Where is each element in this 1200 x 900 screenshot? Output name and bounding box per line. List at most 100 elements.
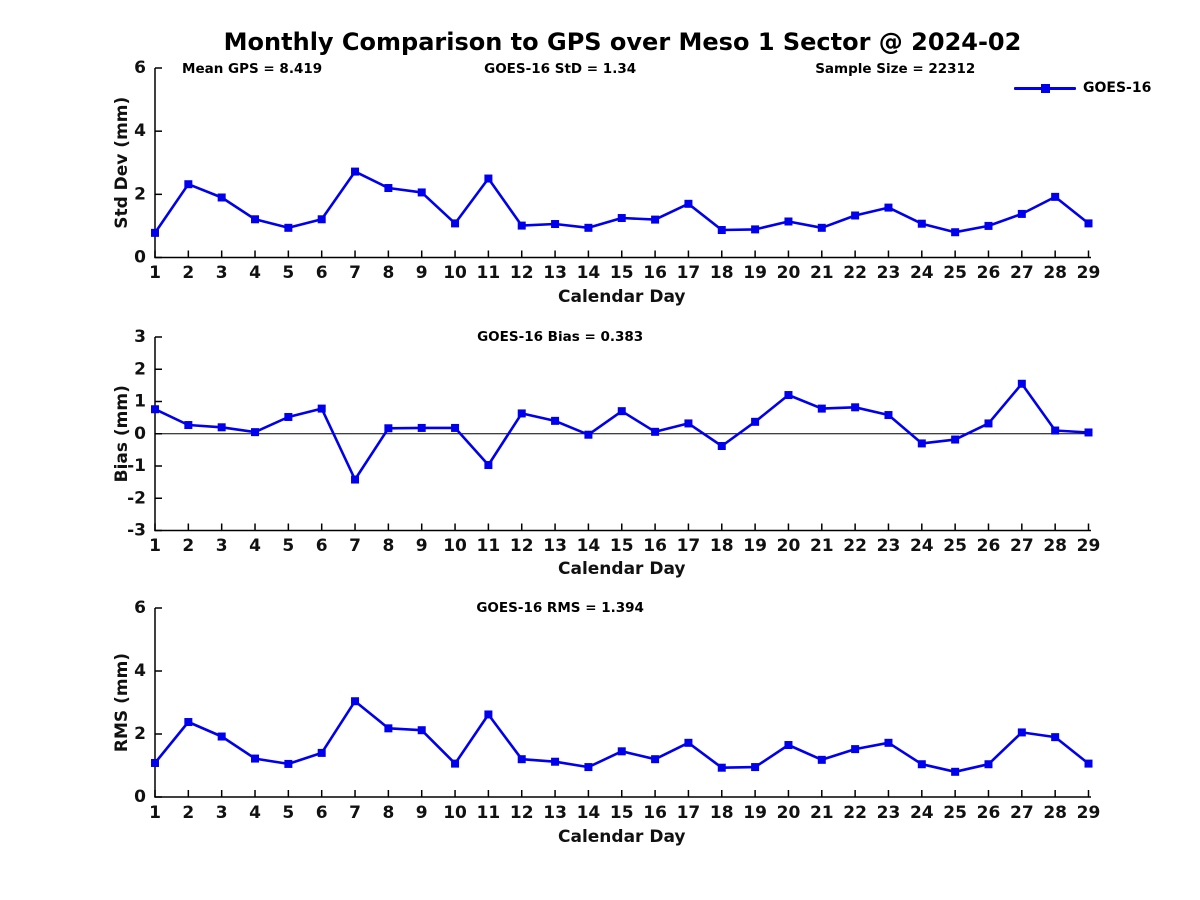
data-point-marker	[251, 215, 260, 224]
data-point-marker	[451, 759, 460, 768]
y-tick-label: -3	[127, 521, 146, 541]
x-tick-label: 28	[1043, 263, 1067, 283]
data-point-marker	[817, 404, 826, 413]
data-point-marker	[251, 428, 260, 437]
x-tick-label: 13	[543, 803, 567, 823]
data-point-marker	[884, 411, 893, 420]
x-tick-label: 4	[249, 536, 261, 556]
x-tick-label: 2	[182, 263, 194, 283]
data-point-marker	[417, 726, 426, 735]
x-tick-label: 1	[149, 263, 161, 283]
data-point-marker	[1051, 426, 1060, 435]
data-point-marker	[884, 203, 893, 212]
x-tick-label: 6	[316, 536, 328, 556]
data-point-marker	[317, 215, 326, 224]
x-tick-label: 7	[349, 803, 361, 823]
x-tick-label: 22	[843, 803, 867, 823]
data-point-marker	[651, 427, 660, 436]
x-tick-label: 23	[877, 536, 901, 556]
data-point-marker	[384, 424, 393, 433]
x-tick-label: 11	[477, 536, 501, 556]
data-point-marker	[384, 724, 393, 733]
data-point-marker	[917, 439, 926, 448]
x-tick-label: 24	[910, 536, 934, 556]
x-tick-label: 11	[477, 263, 501, 283]
data-point-marker	[284, 223, 293, 232]
data-point-marker	[951, 767, 960, 776]
x-tick-label: 1	[149, 803, 161, 823]
x-tick-label: 4	[249, 263, 261, 283]
data-point-marker	[684, 199, 693, 208]
x-tick-label: 24	[910, 803, 934, 823]
data-point-marker	[151, 228, 159, 237]
x-tick-label: 1	[149, 536, 161, 556]
x-tick-label: 12	[510, 263, 534, 283]
data-point-marker	[584, 223, 593, 232]
figure-title: Monthly Comparison to GPS over Meso 1 Se…	[223, 28, 1022, 56]
data-point-marker	[984, 419, 993, 428]
data-point-marker	[151, 405, 159, 414]
data-point-marker	[1084, 759, 1093, 768]
x-tick-label: 8	[382, 803, 394, 823]
x-tick-label: 14	[577, 803, 601, 823]
x-tick-label: 8	[382, 263, 394, 283]
data-point-marker	[1084, 428, 1093, 437]
data-point-marker	[984, 221, 993, 230]
data-point-marker	[851, 745, 860, 754]
data-point-marker	[584, 430, 593, 439]
x-tick-label: 10	[443, 263, 467, 283]
data-point-marker	[551, 757, 560, 766]
goes-16-line	[153, 699, 1090, 774]
x-tick-label: 16	[643, 263, 667, 283]
data-point-marker	[851, 403, 860, 412]
x-tick-label: 19	[743, 803, 767, 823]
x-tick-label: 25	[943, 803, 967, 823]
y-tick-label: 1	[134, 392, 146, 412]
data-point-marker	[717, 226, 726, 235]
data-point-marker	[384, 184, 393, 193]
data-point-marker	[517, 755, 526, 764]
x-tick-label: 21	[810, 536, 834, 556]
data-point-marker	[351, 697, 360, 706]
x-tick-label: 12	[510, 536, 534, 556]
data-point-marker	[184, 180, 193, 189]
data-point-marker	[1017, 209, 1026, 218]
data-point-marker	[751, 225, 760, 234]
data-point-marker	[417, 188, 426, 197]
data-point-marker	[184, 421, 193, 430]
data-point-marker	[484, 461, 493, 470]
x-tick-label: 22	[843, 263, 867, 283]
x-tick-label: 10	[443, 536, 467, 556]
x-tick-label: 26	[977, 536, 1001, 556]
x-tick-label: 20	[777, 536, 801, 556]
x-tick-label: 29	[1077, 536, 1101, 556]
x-tick-label: 26	[977, 803, 1001, 823]
x-tick-label: 21	[810, 803, 834, 823]
x-tick-label: 20	[777, 803, 801, 823]
y-axis-label: RMS (mm)	[112, 653, 132, 752]
x-tick-label: 17	[677, 263, 701, 283]
data-point-marker	[917, 219, 926, 228]
annotation-bias: GOES-16 Bias = 0.383	[477, 329, 643, 345]
data-point-marker	[651, 215, 660, 224]
x-tick-label: 15	[610, 536, 634, 556]
x-tick-label: 25	[943, 263, 967, 283]
annotation-std-dev: Mean GPS = 8.419	[182, 61, 322, 77]
x-tick-label: 3	[216, 263, 228, 283]
x-tick-label: 24	[910, 263, 934, 283]
x-tick-label: 6	[316, 803, 328, 823]
x-tick-label: 14	[577, 536, 601, 556]
x-tick-label: 27	[1010, 263, 1034, 283]
x-tick-label: 25	[943, 536, 967, 556]
x-tick-label: 21	[810, 263, 834, 283]
data-point-marker	[551, 220, 560, 229]
x-tick-label: 17	[677, 536, 701, 556]
data-point-marker	[451, 219, 460, 228]
x-tick-label: 11	[477, 803, 501, 823]
data-point-marker	[684, 738, 693, 747]
x-tick-label: 5	[282, 263, 294, 283]
data-point-marker	[351, 167, 360, 176]
y-tick-label: 4	[134, 661, 146, 681]
